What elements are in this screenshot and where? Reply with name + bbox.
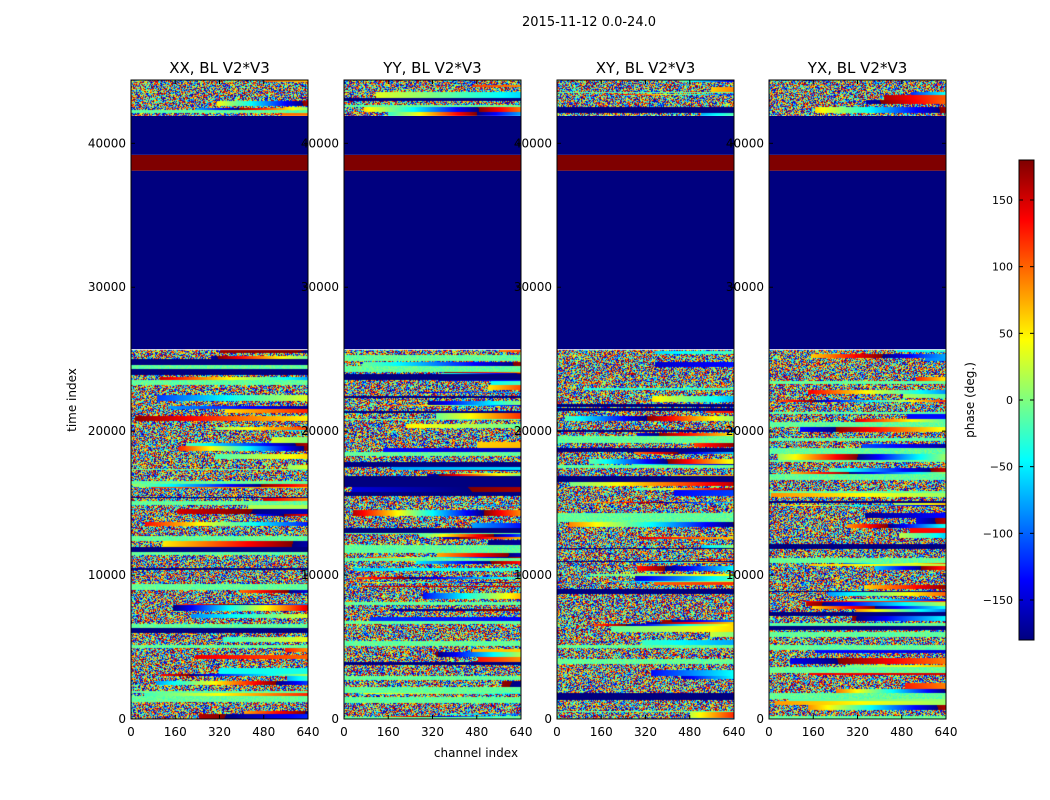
panel-xx: XX, BL V2*V3 0 160 320 480 640 0 10000 20000 3000… [88,59,320,739]
y-tick-label-yx-0: 0 [756,712,764,726]
colorbar-tick-label-2: 50 [999,327,1013,340]
y-tick-label-yy-3: 30000 [301,280,339,294]
panel-yy: YY, BL V2*V3 0 160 320 480 640 0 10000 20000 3000… [301,59,533,739]
colorbar-label: phase (deg.) [963,362,977,438]
panel-xy: XY, BL V2*V3 0 160 320 480 640 0 10000 20000 3000… [514,59,746,739]
colorbar-tick-label-1: 100 [992,261,1013,274]
x-tick-label-xx-2: 320 [208,725,231,739]
x-tick-label-xy-4: 640 [723,725,746,739]
x-tick-label-yy-2: 320 [421,725,444,739]
flagged-band-xx-2 [131,115,308,155]
x-tick-label-xx-1: 160 [164,725,187,739]
flagged-band-yy-0 [344,170,521,350]
colorbar-tick-label-6: −150 [983,594,1013,607]
y-tick-label-yx-4: 40000 [726,136,764,150]
x-tick-label-yy-0: 0 [340,725,348,739]
x-axis-label: channel index [434,746,518,760]
colorbar-gradient [1019,160,1034,640]
y-tick-label-xx-0: 0 [118,712,126,726]
colorbar: 150 100 50 0 −50 −100 −150 [983,159,1035,641]
x-tick-label-xy-2: 320 [634,725,657,739]
y-tick-label-yy-2: 20000 [301,424,339,438]
panel-yx: YX, BL V2*V3 0 160 320 480 640 0 10000 20000 3000… [726,59,958,739]
suptitle: 2015-11-12 0.0-24.0 [522,15,656,30]
colorbar-tick-label-5: −100 [983,527,1013,540]
y-tick-label-xx-3: 30000 [88,280,126,294]
colorbar-tick-label-0: 150 [992,194,1013,207]
y-axis-label: time index [65,368,79,432]
colorbar-tick-label-4: −50 [990,461,1013,474]
y-tick-label-xx-1: 10000 [88,568,126,582]
y-tick-label-yy-1: 10000 [301,568,339,582]
x-tick-label-xy-1: 160 [590,725,613,739]
x-tick-label-xx-3: 480 [252,725,275,739]
x-tick-label-yx-4: 640 [935,725,958,739]
y-tick-label-xy-2: 20000 [514,424,552,438]
y-tick-label-xy-4: 40000 [514,136,552,150]
flagged-band-xx-1 [131,154,308,171]
y-tick-label-xy-0: 0 [544,712,552,726]
x-tick-label-yy-3: 480 [465,725,488,739]
x-tick-label-xx-4: 640 [297,725,320,739]
x-tick-label-xy-0: 0 [553,725,561,739]
panel-title-yy: YY, BL V2*V3 [382,59,481,77]
flagged-band-xy-1 [557,154,734,171]
flagged-band-yx-2 [769,115,946,155]
y-tick-label-yx-1: 10000 [726,568,764,582]
flagged-band-yx-1 [769,154,946,171]
x-tick-label-xy-3: 480 [678,725,701,739]
y-tick-label-yy-4: 40000 [301,136,339,150]
panel-title-yx: YX, BL V2*V3 [807,59,908,77]
flagged-band-yy-2 [344,115,521,155]
panel-title-xy: XY, BL V2*V3 [596,59,696,77]
flagged-band-xy-2 [557,115,734,155]
x-tick-label-yy-4: 640 [510,725,533,739]
y-tick-label-yx-3: 30000 [726,280,764,294]
flagged-band-yx-0 [769,170,946,350]
y-tick-label-xy-3: 30000 [514,280,552,294]
panels-group: XX, BL V2*V3 0 160 320 480 640 0 10000 20000 3000… [88,59,958,739]
x-tick-label-yx-0: 0 [765,725,773,739]
y-tick-label-xx-4: 40000 [88,136,126,150]
panel-title-xx: XX, BL V2*V3 [169,59,270,77]
flagged-band-xx-0 [131,170,308,350]
x-tick-label-xx-0: 0 [127,725,135,739]
y-tick-label-xx-2: 20000 [88,424,126,438]
flagged-band-yy-1 [344,154,521,171]
x-tick-label-yx-1: 160 [802,725,825,739]
y-tick-label-yx-2: 20000 [726,424,764,438]
x-tick-label-yx-3: 480 [890,725,913,739]
colorbar-tick-label-3: 0 [1006,394,1013,407]
x-tick-label-yx-2: 320 [846,725,869,739]
y-tick-label-yy-0: 0 [331,712,339,726]
y-tick-label-xy-1: 10000 [514,568,552,582]
flagged-band-xy-0 [557,170,734,350]
x-tick-label-yy-1: 160 [377,725,400,739]
